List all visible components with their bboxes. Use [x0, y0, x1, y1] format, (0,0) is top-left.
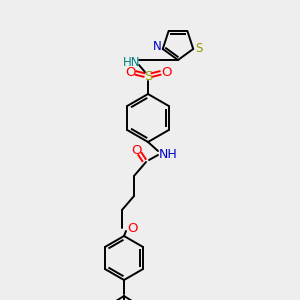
- Text: N: N: [152, 40, 161, 53]
- Text: O: O: [125, 67, 135, 80]
- Text: NH: NH: [159, 148, 177, 160]
- Text: O: O: [127, 221, 137, 235]
- Text: S: S: [196, 42, 203, 56]
- Text: O: O: [161, 67, 171, 80]
- Text: S: S: [144, 70, 152, 83]
- Text: O: O: [131, 143, 141, 157]
- Text: HN: HN: [123, 56, 141, 68]
